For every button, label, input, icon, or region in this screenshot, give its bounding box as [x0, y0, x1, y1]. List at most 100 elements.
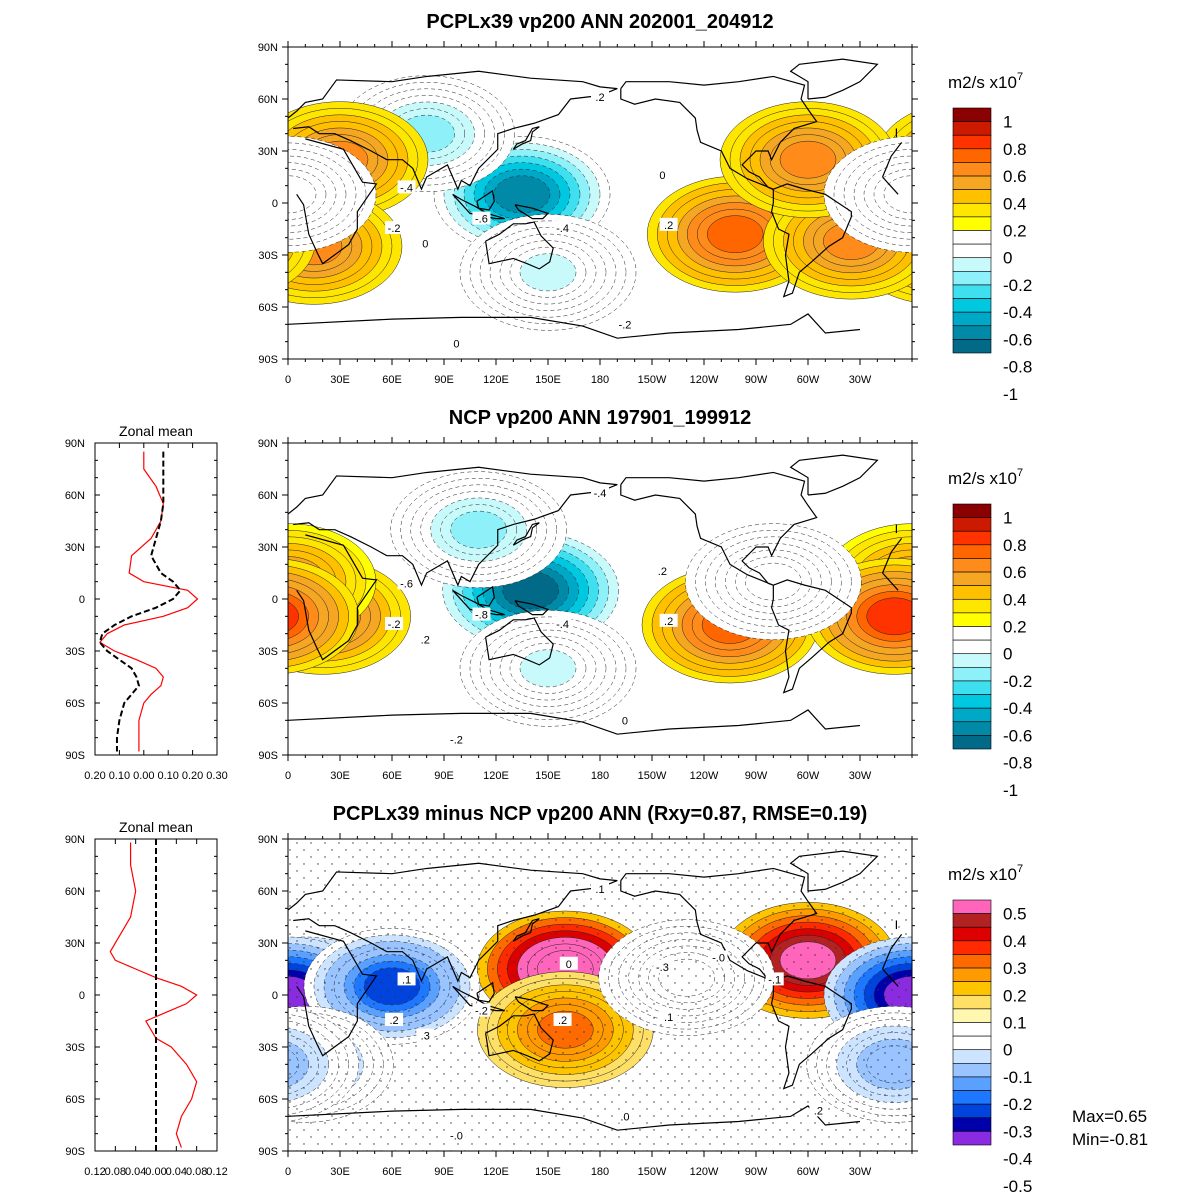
map1-blob-7-level-2 — [116, 115, 252, 205]
map2-colorbar-label-7: -0.4 — [1003, 699, 1032, 718]
map3-contour-label-bg-5 — [416, 1028, 435, 1042]
map3-blob-0-level-1 — [0, 918, 19, 1021]
map3-coastline-0-2 — [882, 968, 899, 987]
map1-colorbar-box-11 — [952, 257, 992, 272]
map1-coastline-4-0 — [770, 183, 852, 298]
map3-colorbar-box-10 — [952, 1035, 992, 1051]
map3-xtick-label-5: 150E — [535, 1166, 561, 1178]
map2-colorbar-box-1 — [952, 517, 992, 532]
map3-colorbar-label-4: 0.1 — [1003, 1014, 1027, 1033]
zonal1-ytick-label-2: 30N — [65, 542, 85, 554]
map1-blob-7-level-5 — [146, 135, 222, 185]
map2-xtick-label-7: 150W — [638, 770, 667, 782]
map1-contour-label-8: 0 — [453, 338, 459, 350]
map2-ytick-label-5: 60S — [258, 698, 278, 710]
map2-blob-6-level-6 — [288, 601, 299, 632]
map3-contour-label-bg-3 — [553, 1012, 572, 1026]
map1-xtick-label-0: 0 — [285, 374, 291, 386]
map1-coastline-2-0 — [485, 221, 554, 270]
map3-colorbar-label-6: -0.1 — [1003, 1068, 1032, 1087]
map2-contour-label-5: .2 — [421, 635, 430, 647]
map1-blob-2-level-4 — [1124, 241, 1200, 304]
map3-contour-label-bg-7 — [659, 1009, 678, 1023]
map3-blob-0-level-2 — [1121, 924, 1200, 1014]
map3-units: m2/s x107 — [948, 863, 1023, 884]
map1-blob-1-level-3 — [993, 95, 1109, 172]
map1-contour-label-bg-1 — [397, 180, 416, 194]
map2-blob-2-level-0 — [0, 610, 12, 726]
map2-contour-label-8: -.2 — [450, 734, 463, 746]
map1-colorbar-label-5: 0 — [1003, 249, 1012, 268]
map3-blob-1-level-1 — [0, 978, 19, 1081]
stat-min: Min=-0.81 — [1072, 1130, 1148, 1149]
zonal2-xtick-label-2: 0.04 — [125, 1166, 146, 1178]
map1-contour-label-1: -.4 — [400, 182, 413, 194]
map1-colorbar-box-0 — [952, 107, 992, 122]
zonal1-xtick-label-2: 0.00 — [133, 770, 154, 782]
map2-contour-label-9: 0 — [622, 716, 628, 728]
zonal2-xtick-label-4: 0.04 — [166, 1166, 187, 1178]
map3-blob-1-level-2 — [1121, 985, 1200, 1075]
map3-ytick-label-2: 30N — [258, 938, 278, 950]
map1-contour-label-bg-6 — [653, 167, 672, 181]
map3-xtick-label-9: 90W — [745, 1166, 768, 1178]
map1-blob-5-level-6 — [706, 215, 764, 254]
map2-coastline-5-0 — [789, 454, 879, 496]
map2-xtick-label-0: 0 — [285, 770, 291, 782]
map3-colorbar-box-2 — [952, 926, 992, 942]
map3-contour-label-bg-0 — [591, 881, 609, 895]
map1-ytick-label-0: 90N — [258, 42, 278, 54]
map2-blob-2-level-6 — [519, 649, 577, 688]
zonal2-title: Zonal mean — [119, 819, 193, 835]
map2-xtick-label-8: 120W — [690, 770, 719, 782]
map1-colorbar-box-1 — [952, 121, 992, 136]
map2-contour-label-bg-7 — [659, 613, 678, 627]
map2-contour-label-bg-9 — [615, 713, 634, 727]
map3-coastline-2-0 — [485, 1013, 554, 1062]
map2-contour-label-bg-8 — [447, 732, 466, 746]
map3-colorbar-label-9: -0.4 — [1003, 1150, 1032, 1169]
stat-max: Max=0.65 — [1072, 1107, 1147, 1126]
map2-coastline-1-1 — [288, 466, 618, 587]
map2-colorbar-label-9: -0.8 — [1003, 754, 1032, 773]
map2-colorbar-label-2: 0.6 — [1003, 563, 1027, 582]
map1-blob-2-level-6 — [1144, 254, 1200, 291]
map2-blob-1-level-6 — [1075, 511, 1131, 548]
map1-ytick-label-2: 30N — [258, 146, 278, 158]
map3-contour-label-bg-6 — [653, 959, 672, 973]
zonal2-panel: 90N60N30N030S60S90S0.120.080.040.000.040… — [65, 834, 228, 1178]
map2-colorbar-label-8: -0.6 — [1003, 726, 1032, 745]
map1-contour-label-bg-9 — [615, 317, 634, 331]
map1-blob-6-level-5 — [189, 216, 265, 266]
map3-colorbar-box-1 — [952, 913, 992, 928]
map2-colorbar-label-5: 0 — [1003, 645, 1012, 664]
map3-blob-1-level-6 — [1161, 1011, 1200, 1048]
map2-contour-label-bg-0 — [591, 485, 609, 499]
map1-xtick-label-11: 30W — [849, 374, 872, 386]
map3-blob-0-level-2 — [0, 924, 9, 1014]
map2-colorbar-box-13 — [952, 680, 992, 695]
map1-blob-7-level-4 — [136, 128, 232, 191]
map2-ytick-label-3: 0 — [272, 594, 278, 606]
map3-contour-label-0: .1 — [595, 884, 604, 896]
map1-blob-0-level-0 — [1058, 136, 1200, 252]
map3-blob-1-level-0 — [0, 972, 29, 1088]
map1-colorbar-label-0: 1 — [1003, 113, 1012, 132]
map2-blob-0-level-1 — [1077, 539, 1200, 642]
map3-contour-label-1: .1 — [402, 974, 411, 986]
map1-xtick-label-2: 60E — [382, 374, 402, 386]
map1-blob-0-level-4 — [1098, 163, 1194, 226]
map1-blob-0-level-6 — [493, 175, 551, 214]
map2-coastline-2-0 — [485, 617, 554, 666]
map3-xtick-label-11: 30W — [849, 1166, 872, 1178]
map1-colorbar-box-7 — [952, 202, 992, 218]
map1-xtick-label-8: 120W — [690, 374, 719, 386]
map1-colorbar-label-2: 0.6 — [1003, 167, 1027, 186]
map3-contour-label-13: .2 — [814, 1105, 823, 1117]
zonal2-xtick-label-3: 0.00 — [145, 1166, 166, 1178]
map2-contour-label-4: -.2 — [388, 619, 401, 631]
map3-contour-label-10: 0 — [566, 959, 572, 971]
map1-blob-8-level-6 — [288, 175, 317, 214]
map3-ytick-label-1: 60N — [258, 886, 278, 898]
map3-blob-0-level-0 — [0, 911, 29, 1027]
